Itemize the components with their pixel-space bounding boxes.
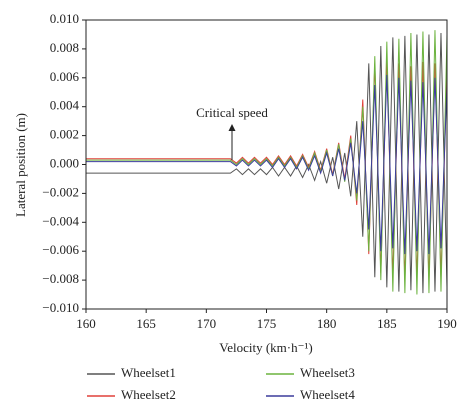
annotation: Critical speed bbox=[196, 105, 268, 120]
y-tick-label: −0.004 bbox=[42, 213, 79, 228]
y-tick-label: 0.006 bbox=[50, 69, 80, 84]
legend-label: Wheelset1 bbox=[121, 365, 176, 380]
x-tick-label: 180 bbox=[317, 316, 337, 331]
y-tick-label: −0.010 bbox=[42, 300, 79, 315]
legend-label: Wheelset3 bbox=[300, 365, 355, 380]
x-tick-label: 170 bbox=[197, 316, 217, 331]
x-tick-label: 190 bbox=[437, 316, 457, 331]
legend-label: Wheelset2 bbox=[121, 387, 176, 402]
y-tick-label: 0.008 bbox=[50, 40, 79, 55]
annotation-arrowhead bbox=[228, 124, 236, 131]
y-tick-label: −0.008 bbox=[42, 271, 79, 286]
y-tick-label: 0.000 bbox=[50, 155, 79, 170]
x-tick-label: 165 bbox=[136, 316, 156, 331]
x-axis-label: Velocity (km·h⁻¹) bbox=[219, 340, 312, 355]
x-tick-label: 160 bbox=[76, 316, 96, 331]
x-tick-label: 185 bbox=[377, 316, 397, 331]
y-tick-label: −0.002 bbox=[42, 184, 79, 199]
y-axis-label: Lateral position (m) bbox=[13, 113, 28, 217]
y-tick-label: 0.004 bbox=[50, 98, 80, 113]
y-tick-label: 0.010 bbox=[50, 11, 79, 26]
data-line bbox=[86, 30, 448, 295]
data-line bbox=[86, 74, 448, 255]
y-tick-label: 0.002 bbox=[50, 127, 79, 142]
data-line bbox=[86, 32, 448, 294]
legend-label: Wheelset4 bbox=[300, 387, 355, 402]
x-tick-label: 175 bbox=[257, 316, 277, 331]
y-tick-label: −0.006 bbox=[42, 242, 79, 257]
